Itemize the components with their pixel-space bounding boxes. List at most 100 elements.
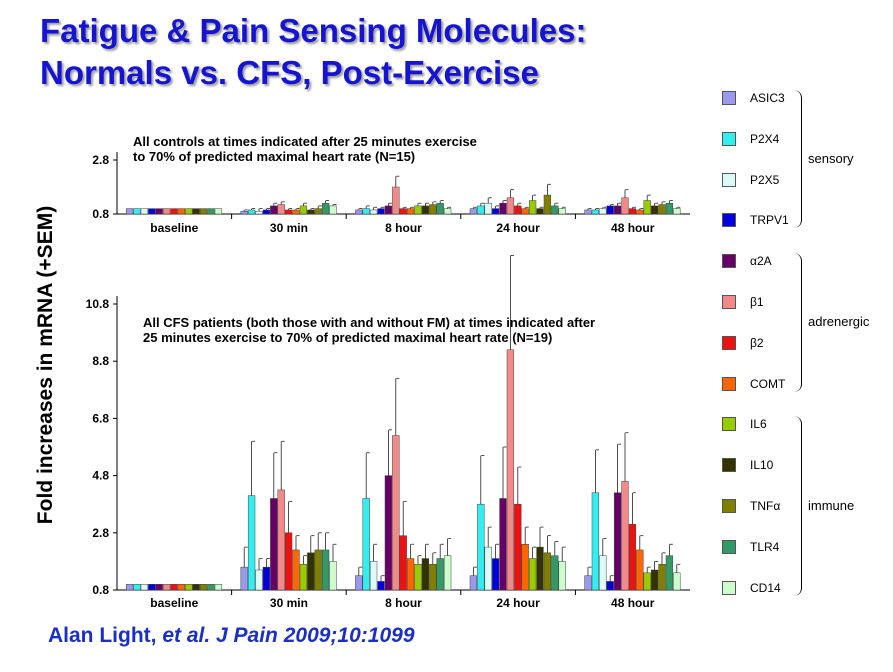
chart1-bar [207, 208, 215, 215]
chart2-annotation-line-2: 25 minutes exercise to 70% of predicted … [143, 330, 552, 345]
chart2-category-label: 48 hour [611, 596, 655, 610]
chart2-bar [247, 495, 256, 591]
chart1-bar [399, 208, 407, 215]
page-title: Fatigue & Pain Sensing Molecules: Normal… [40, 10, 586, 94]
legend-label: TLR4 [750, 539, 780, 554]
chart2-bar [255, 569, 263, 591]
chart1-bar [362, 208, 370, 215]
chart2-bar [414, 564, 422, 591]
chart1-bar [613, 205, 622, 215]
chart1-bar [192, 208, 200, 215]
chart1-annotation-line-1: All controls at times indicated after 25… [133, 134, 477, 149]
chart2-bar [355, 575, 363, 591]
chart2-bar [284, 532, 293, 591]
legend-item: ASIC3 [722, 88, 785, 108]
chart1-bar [185, 208, 193, 215]
legend-swatch [722, 131, 736, 146]
legend-label: IL10 [750, 458, 774, 473]
chart1-bar [240, 211, 248, 215]
legend-item: P2X5 [722, 170, 779, 190]
legend-group-brace [792, 416, 802, 596]
legend-item: COMT [722, 374, 785, 394]
chart2-bar [384, 475, 393, 591]
chart2-bar [192, 584, 200, 591]
chart2-bar [240, 566, 248, 591]
chart1-bar [606, 205, 614, 215]
legend-swatch [722, 376, 736, 391]
chart1-bar [355, 209, 363, 215]
legend-swatch [722, 213, 736, 228]
chart1-bar [665, 202, 674, 215]
chart1-bar [469, 208, 478, 215]
chart1-bar [307, 209, 315, 215]
legend-swatch [722, 499, 736, 513]
chart2-bar [599, 555, 607, 591]
legend-swatch [722, 539, 736, 554]
legend-label: β2 [750, 335, 764, 350]
legend-item: IL10 [722, 455, 773, 475]
chart2-bar [436, 558, 444, 591]
chart1-bar [514, 205, 522, 215]
chart2-bar [521, 543, 529, 591]
legend-item: β2 [722, 333, 764, 353]
chart1-bar [214, 208, 223, 215]
chart1-bar [658, 204, 666, 215]
chart2-bar [499, 498, 507, 591]
chart1-bar [369, 209, 378, 215]
chart2-bar [591, 492, 600, 591]
legend-group-label: sensory [808, 151, 854, 167]
chart2-bar [613, 492, 622, 591]
legend-label: TRPV1 [750, 213, 789, 228]
chart1-y-tick-label: 2.8 [92, 153, 109, 167]
legend-item: IL6 [722, 414, 767, 434]
citation: Alan Light, et al. J Pain 2009;10:1099 [48, 624, 415, 648]
chart1-category-label: 48 hour [611, 221, 655, 235]
chart1-bar [443, 208, 452, 215]
charts-svg: 0.8 2.8 baseline 30 min 8 hour 24 hour 48 hour… [86, 134, 690, 610]
chart2-bar [377, 581, 385, 591]
chart1-bar [162, 208, 171, 215]
title-line-1: Fatigue & Pain Sensing Molecules: [40, 12, 587, 49]
chart1-bar [262, 209, 271, 215]
chart2-bar [536, 546, 544, 591]
legend-group-brace [792, 253, 802, 392]
chart1-bar [543, 194, 552, 215]
legend: ASIC3 P2X4 P2X5 TRPV1 α2A β1 β2 COMT IL6 IL10 TNFα… [722, 84, 893, 604]
chart2-bar [329, 561, 337, 591]
chart1-bar [199, 208, 208, 215]
chart2-bar [421, 558, 430, 591]
chart2-bar [558, 561, 566, 591]
chart1-bar [558, 208, 566, 215]
chart1-bar [384, 205, 393, 215]
legend-label: ASIC3 [750, 91, 785, 105]
chart2-bar [636, 549, 644, 591]
chart1-bar [643, 200, 651, 215]
chart2-bar [606, 581, 614, 591]
chart2-y-tick-label: 4.8 [92, 469, 109, 483]
chart1-bar [406, 208, 415, 215]
chart2-bar [307, 552, 315, 591]
chart1-bar [436, 202, 444, 215]
chart2-bar [643, 572, 651, 591]
chart2-bar [477, 503, 485, 591]
legend-swatch [722, 335, 736, 350]
chart1-bar [521, 208, 529, 215]
chart1-bar [491, 208, 500, 215]
chart2-bar [369, 561, 378, 591]
legend-swatch [722, 254, 736, 269]
legend-group-label: adrenergic [808, 314, 870, 330]
chart1-bar [499, 202, 507, 215]
legend-label: P2X5 [750, 172, 780, 187]
legend-swatch [722, 172, 736, 187]
chart1-bar [599, 208, 607, 215]
chart1-bar [377, 208, 385, 215]
chart2-y-tick-label: 10.8 [86, 297, 110, 311]
legend-swatch [722, 417, 736, 432]
chart1-bar [140, 208, 149, 215]
chart2-bar [584, 575, 592, 591]
legend-label: COMT [750, 376, 786, 391]
legend-item: TLR4 [722, 537, 779, 557]
chart1-bar [299, 205, 308, 215]
chart2-bar [362, 498, 370, 591]
chart2-bar [133, 584, 141, 591]
